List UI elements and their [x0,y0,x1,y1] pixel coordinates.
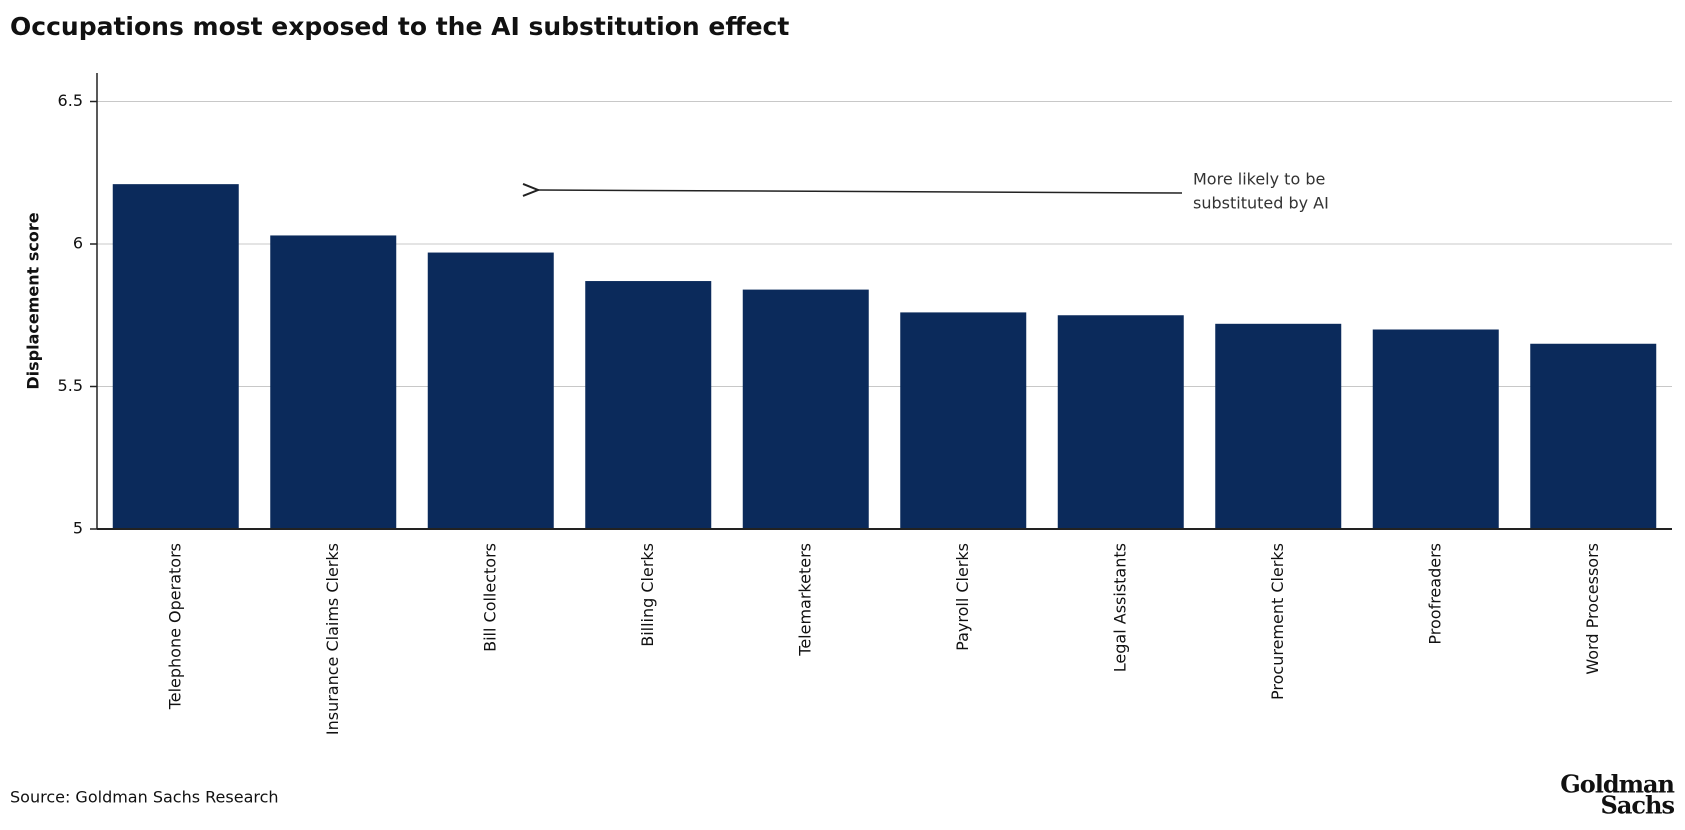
annotation: More likely to be [1193,170,1325,189]
annotation-arrow [538,190,1183,193]
bar [1057,315,1184,529]
bar [112,184,239,529]
x-tick-label: Procurement Clerks [1268,543,1287,700]
x-tick-label: Payroll Clerks [953,543,972,651]
bar [270,235,397,529]
x-tick-label: Bill Collectors [480,543,499,652]
x-tick-label: Billing Clerks [638,543,657,647]
bar [427,252,554,530]
logo: Goldman [1560,770,1674,799]
x-tick-label: Insurance Claims Clerks [323,543,342,735]
x-tick-label: Telephone Operators [165,543,184,710]
y-tick-label: 6.5 [58,91,83,110]
bar [900,312,1027,529]
y-tick-label: 6 [73,234,83,253]
x-tick-label: Word Processors [1583,543,1602,675]
x-tick-label: Telemarketers [795,543,814,657]
x-tick-label: Legal Assistants [1110,543,1129,672]
bar [585,281,712,529]
bar [1372,329,1499,529]
y-tick-label: 5 [73,519,83,538]
bar [742,289,869,529]
chart-title: Occupations most exposed to the AI subst… [10,12,789,41]
source: Source: Goldman Sachs Research [10,788,279,807]
bar [1215,323,1342,529]
logo: Sachs [1601,791,1675,820]
y-axis-label: Displacement score [24,212,43,389]
annotation: substituted by AI [1193,194,1329,213]
bar [1530,343,1657,529]
x-tick-label: Proofreaders [1425,543,1444,645]
y-tick-label: 5.5 [58,376,83,395]
